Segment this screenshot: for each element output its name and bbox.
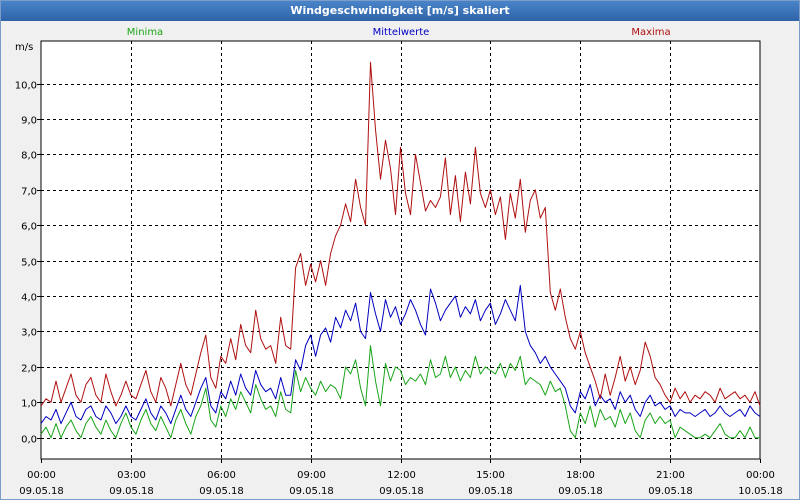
- plot-area: [40, 40, 761, 460]
- y-tick-label: 0,0: [21, 435, 37, 446]
- y-tick-label: 6,0: [21, 222, 37, 233]
- axis-ticks: 0,0 1,0 2,0 3,0 4,0 5,0 6,0 7,0 8,0 9,0 10,0 00:00 0…: [15, 81, 783, 498]
- series-line-mittelwerte: [40, 284, 761, 425]
- y-tick-label: 2,0: [21, 364, 37, 375]
- x-tick-time: 15:00: [476, 470, 505, 481]
- x-tick-time: 03:00: [117, 470, 146, 481]
- x-tick-time: 21:00: [656, 470, 685, 481]
- y-tick-label: 7,0: [21, 187, 37, 198]
- x-tick-time: 09:00: [297, 470, 326, 481]
- y-axis-label: m/s: [15, 42, 33, 53]
- legend-maxima: Maxima: [631, 27, 670, 38]
- y-tick-label: 10,0: [15, 81, 37, 92]
- x-tick-time: 12:00: [387, 470, 416, 481]
- x-tick-date: 10.05.18: [738, 486, 783, 497]
- x-tick-date: 09.05.18: [289, 486, 334, 497]
- window-title: Windgeschwindigkeit [m/s] skaliert: [1, 1, 799, 21]
- y-tick-label: 9,0: [21, 116, 37, 127]
- x-tick-date: 09.05.18: [199, 486, 244, 497]
- y-tick-label: 3,0: [21, 328, 37, 339]
- legend-mittelwerte: Mittelwerte: [373, 27, 430, 38]
- x-tick-date: 09.05.18: [19, 486, 64, 497]
- x-tick-date: 09.05.18: [109, 486, 154, 497]
- x-tick-date: 09.05.18: [468, 486, 513, 497]
- data-series: [40, 61, 761, 439]
- x-tick-time: 06:00: [207, 470, 236, 481]
- y-tick-label: 1,0: [21, 399, 37, 410]
- y-tick-label: 5,0: [21, 258, 37, 269]
- y-tick-label: 8,0: [21, 151, 37, 162]
- y-tick-label: 4,0: [21, 293, 37, 304]
- x-tick-time: 00:00: [746, 470, 775, 481]
- series-line-minima: [40, 345, 760, 439]
- legend-minima: Minima: [127, 27, 163, 38]
- x-tick-time: 00:00: [27, 470, 56, 481]
- series-line-maxima: [40, 61, 761, 407]
- x-tick-date: 09.05.18: [648, 486, 693, 497]
- x-tick-date: 09.05.18: [558, 486, 603, 497]
- x-tick-date: 09.05.18: [379, 486, 424, 497]
- x-tick-time: 18:00: [566, 470, 595, 481]
